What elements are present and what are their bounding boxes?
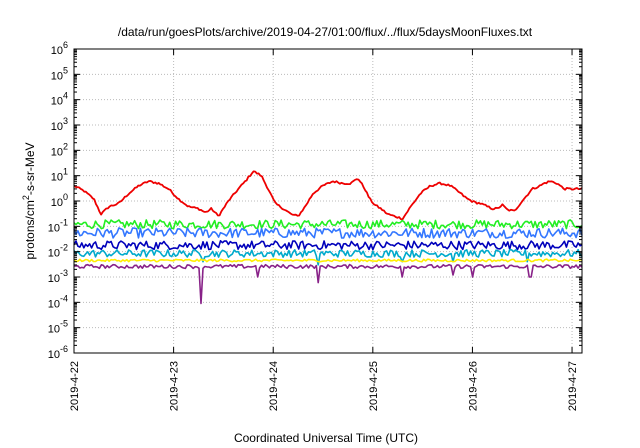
y-tick-label: 10-4 xyxy=(48,293,68,310)
y-axis-label: protons/cm2-s-sr-MeV xyxy=(21,142,37,259)
y-tick-label-base: 10 xyxy=(51,96,63,108)
y-axis-label-base: protons/cm xyxy=(23,200,37,259)
y-tick-label-exponent: 3 xyxy=(63,116,68,126)
y-tick-label-exponent: 0 xyxy=(63,192,68,202)
y-tick-label: 10-2 xyxy=(48,243,68,260)
x-tick-label: 2019-4-23 xyxy=(169,361,181,411)
series-line-7 xyxy=(73,263,583,305)
y-axis-label-rest: -s-sr-MeV xyxy=(23,142,37,195)
y-tick-label-base: 10 xyxy=(51,121,63,133)
y-axis: 10-610-510-410-310-210-11001011021031041… xyxy=(48,40,582,361)
y-tick-label: 10-6 xyxy=(48,344,68,361)
y-tick-label-base: 10 xyxy=(51,172,63,184)
series-line-3 xyxy=(73,227,583,239)
y-tick-label-exponent: -6 xyxy=(60,344,68,354)
y-tick-label: 10-1 xyxy=(48,217,68,234)
chart-title: /data/run/goesPlots/archive/2019-04-27/0… xyxy=(118,25,533,39)
y-tick-label-base: 10 xyxy=(48,222,60,234)
y-tick-label: 10-3 xyxy=(48,268,68,285)
y-tick-label-exponent: 6 xyxy=(63,40,68,50)
y-tick-label: 102 xyxy=(51,141,68,158)
y-tick-label: 100 xyxy=(51,192,68,209)
y-tick-label: 104 xyxy=(51,91,68,108)
y-tick-label-base: 10 xyxy=(48,324,60,336)
y-tick-label: 103 xyxy=(51,116,68,133)
y-tick-label-exponent: -1 xyxy=(60,217,68,227)
grid-lines xyxy=(74,49,582,353)
y-tick-label-base: 10 xyxy=(48,298,60,310)
y-tick-label-exponent: 5 xyxy=(63,65,68,75)
series-line-4 xyxy=(73,240,583,251)
x-axis: 2019-4-22 2019-4-23 2019-4-24 2019-4-25 2019… xyxy=(69,49,579,411)
y-tick-label: 106 xyxy=(51,40,68,57)
y-tick-label-exponent: -5 xyxy=(60,319,68,329)
series-line-5 xyxy=(73,248,583,266)
y-tick-label-base: 10 xyxy=(51,45,63,57)
x-axis-label: Coordinated Universal Time (UTC) xyxy=(234,431,418,445)
x-tick-label: 2019-4-25 xyxy=(368,361,380,411)
y-tick-label-exponent: -4 xyxy=(60,293,68,303)
plot-series xyxy=(73,170,583,305)
y-tick-label: 10-5 xyxy=(48,319,68,336)
x-tick-label: 2019-4-27 xyxy=(567,361,579,411)
y-tick-label-exponent: 4 xyxy=(63,91,68,101)
x-tick-label: 2019-4-24 xyxy=(268,361,280,411)
y-tick-label-exponent: -3 xyxy=(60,268,68,278)
y-axis-label-sup: 2 xyxy=(21,195,31,200)
y-tick-label-exponent: 1 xyxy=(63,167,68,177)
y-tick-label-base: 10 xyxy=(48,273,60,285)
y-tick-label-exponent: -2 xyxy=(60,243,68,253)
y-tick-label-base: 10 xyxy=(48,349,60,361)
y-tick-label-base: 10 xyxy=(48,248,60,260)
y-tick-label-base: 10 xyxy=(51,146,63,158)
y-tick-label: 101 xyxy=(51,167,68,184)
series-line-6 xyxy=(73,258,583,263)
y-tick-label-base: 10 xyxy=(51,197,63,209)
y-tick-label-exponent: 2 xyxy=(63,141,68,151)
y-tick-label-base: 10 xyxy=(51,70,63,82)
y-tick-label: 105 xyxy=(51,65,68,82)
plot-frame xyxy=(73,48,583,354)
series-line-2 xyxy=(73,219,583,230)
series-line-1 xyxy=(73,170,583,221)
x-tick-label: 2019-4-22 xyxy=(69,361,81,411)
x-tick-label: 2019-4-26 xyxy=(467,361,479,411)
